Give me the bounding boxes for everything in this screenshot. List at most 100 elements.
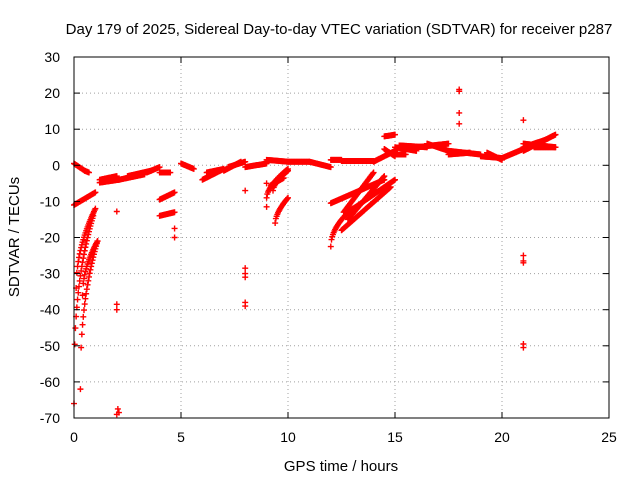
data-point [272, 220, 279, 227]
data-point [80, 313, 87, 320]
x-axis-title: GPS time / hours [284, 458, 398, 475]
chart-title: Day 179 of 2025, Sidereal Day-to-day VTE… [66, 21, 613, 38]
data-point [327, 243, 334, 250]
y-tick-label: -60 [40, 374, 60, 390]
data-point [73, 269, 80, 276]
outlier-point [242, 265, 249, 272]
outlier-point [520, 117, 527, 124]
data-point [74, 263, 81, 270]
data-point [541, 137, 548, 144]
data-point [77, 386, 84, 393]
x-tick-label: 5 [177, 429, 185, 445]
y-tick-label: 30 [44, 49, 60, 65]
y-tick-label: -30 [40, 266, 60, 282]
data-point [92, 189, 99, 196]
data-point [466, 149, 473, 156]
data-point [85, 169, 92, 176]
grid [74, 57, 609, 418]
data-point [328, 236, 335, 243]
data-point [76, 277, 83, 284]
data-point [327, 164, 334, 171]
data-point [85, 273, 92, 280]
y-tick-label: -50 [40, 338, 60, 354]
outlier-point [113, 306, 120, 313]
data-point [190, 165, 197, 172]
data-point [167, 169, 174, 176]
y-tick-label: 20 [44, 85, 60, 101]
data-point [80, 280, 87, 287]
data-point [445, 140, 452, 147]
outlier-point [171, 225, 178, 232]
data-point [80, 275, 87, 282]
data-point [85, 277, 92, 284]
outlier-point [242, 303, 249, 310]
y-tick-label: -10 [40, 193, 60, 209]
data-point [402, 151, 409, 158]
data-point [84, 281, 91, 288]
data-point [263, 194, 270, 201]
y-tick-label: -40 [40, 302, 60, 318]
data-point [83, 290, 90, 297]
data-point [78, 244, 85, 251]
data-point [280, 174, 287, 181]
outlier-point [263, 203, 270, 210]
data-point [285, 194, 291, 201]
data-point [71, 341, 78, 348]
data-point [82, 268, 89, 275]
data-point [79, 321, 86, 328]
data-point [75, 289, 82, 296]
outlier-point [263, 180, 270, 187]
data-point [77, 247, 84, 254]
outlier-point [520, 259, 527, 266]
outlier-point [113, 301, 120, 308]
data-point [82, 295, 89, 302]
outlier-point [113, 208, 120, 215]
data-point [80, 307, 87, 314]
data-point [78, 331, 85, 338]
data-point [86, 270, 93, 277]
data-point [552, 131, 559, 138]
data-point [171, 209, 178, 216]
data-point [88, 260, 95, 267]
data-point [78, 344, 85, 351]
data-point [76, 250, 83, 257]
x-tick-label: 15 [387, 429, 403, 445]
data-point [370, 169, 377, 176]
data-point [242, 158, 249, 165]
outlier-point [242, 274, 249, 281]
data-point [270, 187, 277, 194]
axis-ticks: 0 5 10 15 20 25 -70 -60 -50 -40 -30 -20 -10 0 10 20 30 [40, 49, 617, 445]
outlier-point [456, 109, 463, 116]
outlier-point [520, 252, 527, 259]
y-tick-label: -20 [40, 230, 60, 246]
data-point [156, 164, 163, 171]
data-point [284, 195, 291, 202]
data-point [92, 205, 99, 212]
data-point [75, 254, 82, 261]
outlier-point [520, 344, 527, 351]
data-point [83, 240, 90, 247]
data-point [83, 286, 90, 293]
outlier-point [242, 187, 249, 194]
data-point [369, 170, 376, 177]
outlier-point [456, 120, 463, 127]
x-tick-label: 0 [70, 429, 78, 445]
data-point [171, 189, 178, 196]
y-tick-label: 0 [52, 157, 60, 173]
data-point [552, 144, 559, 151]
x-tick-label: 25 [601, 429, 617, 445]
data-point [285, 167, 291, 174]
data-point [87, 266, 94, 273]
data-point [75, 258, 82, 265]
data-point [81, 271, 88, 278]
y-tick-label: -70 [40, 410, 60, 426]
data-point [83, 237, 90, 244]
outlier-point [171, 234, 178, 241]
outlier-point [113, 411, 120, 418]
y-axis-title: SDTVAR / TECUs [6, 177, 23, 297]
outlier-point [114, 405, 121, 412]
x-tick-label: 20 [494, 429, 510, 445]
data-point [381, 173, 388, 180]
data-point [380, 173, 387, 180]
